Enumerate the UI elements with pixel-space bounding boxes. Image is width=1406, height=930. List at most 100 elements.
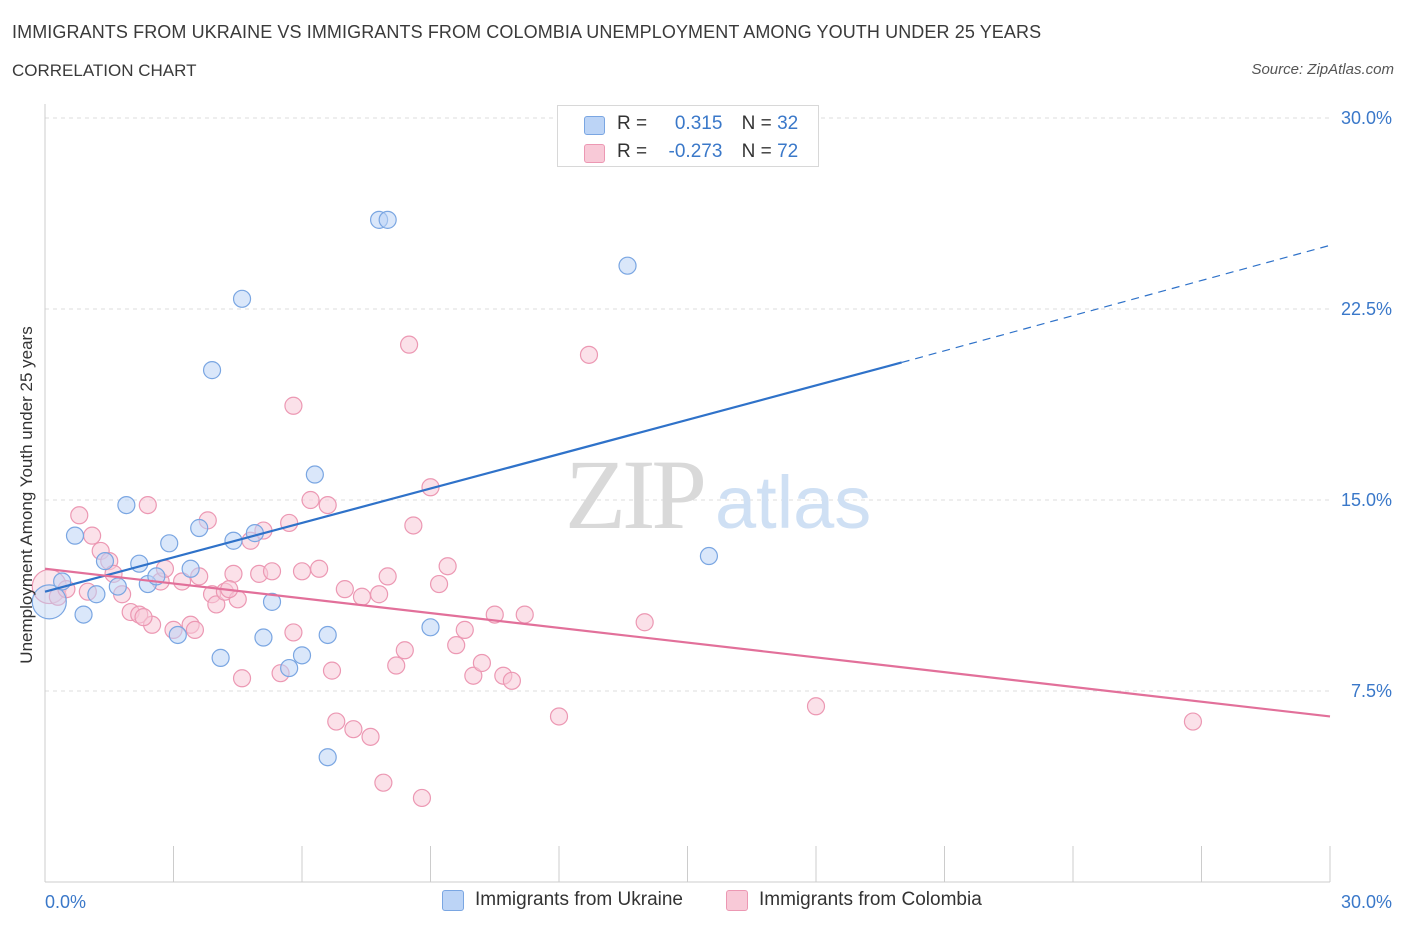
ukraine-point-25 [318,625,337,645]
ukraine-trend-extension [901,244,1331,364]
colombia-point-34 [292,562,312,581]
colombia-point-4 [83,526,102,545]
colombia-point-71 [284,623,303,642]
colombia-point-43 [361,727,380,746]
series-swatch-colombia [726,890,748,911]
trend-lines [44,244,1331,718]
colombia-point-3 [70,506,89,525]
colombia-point-47 [387,656,406,675]
colombia-point-42 [352,587,372,606]
ukraine-point-28 [378,210,397,229]
colombia-point-57 [464,666,483,685]
x-tick-label-1: 30.0% [1341,892,1392,912]
stats-legend: R = 0.315 N = 32 R = -0.273 N = 72 [557,105,819,167]
chart-subtitle: CORRELATION CHART [12,61,197,80]
ukraine-point-8 [130,554,149,573]
ukraine-point-2 [65,526,85,545]
legend-n-label: N = [741,113,772,134]
ukraine-point-7 [117,495,136,515]
colombia-point-24 [224,564,243,583]
colombia-point-54 [438,557,457,576]
ukraine-trend-line [44,361,902,593]
ukraine-point-26 [318,748,337,767]
colombia-point-61 [502,671,521,690]
source-label: Source: ZipAtlas.com [1251,61,1394,78]
ukraine-point-11 [160,534,179,553]
y-tick-label-3: 30.0% [1341,108,1392,128]
colombia-point-49 [399,335,419,354]
ukraine-point-16 [211,648,230,667]
colombia-point-38 [322,661,342,680]
colombia-point-46 [378,567,397,586]
ukraine-point-0 [31,584,67,620]
colombia-point-11 [138,495,157,515]
ukraine-point-12 [168,625,187,645]
ukraine-point-14 [190,518,209,538]
x-tick-label-0: 0.0% [45,892,86,912]
colombia-point-18 [185,620,205,639]
colombia-point-35 [301,490,320,510]
ukraine-points [31,210,719,767]
legend-swatch-ukraine [584,116,605,135]
colombia-points [31,335,1203,808]
ukraine-point-24 [305,465,324,484]
ukraine-point-13 [181,559,200,578]
colombia-point-53 [429,574,449,594]
colombia-point-44 [370,585,389,604]
legend-r-label: R = [617,113,648,134]
ukraine-point-30 [618,256,637,275]
ukraine-point-29 [421,618,440,637]
colombia-point-33 [284,396,303,415]
colombia-point-37 [318,495,337,515]
colombia-trend-line [44,567,1331,718]
colombia-point-55 [447,636,466,655]
colombia-point-30 [262,562,282,581]
y-tick-label-1: 15.0% [1341,490,1392,510]
ukraine-point-22 [280,658,299,678]
y-tick-label-0: 7.5% [1351,681,1392,701]
series-swatch-ukraine [442,890,464,911]
colombia-point-65 [635,613,654,632]
colombia-point-56 [455,620,474,639]
colombia-point-67 [1183,712,1203,731]
ukraine-point-3 [74,605,93,624]
colombia-point-40 [335,580,354,599]
watermark-atlas: atlas [715,461,871,544]
colombia-point-51 [412,788,432,808]
colombia-point-50 [404,516,423,535]
legend-n-label: N = [741,141,772,162]
colombia-point-58 [472,653,491,673]
colombia-point-41 [344,720,363,739]
colombia-point-68 [134,608,153,627]
watermark-zip: ZIP [565,439,703,550]
ukraine-point-23 [292,646,312,665]
colombia-point-36 [310,559,329,578]
ukraine-point-4 [87,585,106,604]
colombia-point-62 [515,605,534,624]
series-label-colombia: Immigrants from Colombia [759,889,982,910]
series-label-ukraine: Immigrants from Ukraine [475,889,683,910]
ukraine-point-21 [262,592,282,611]
y-tick-label-2: 22.5% [1341,299,1392,319]
legend-n-value-ukraine: 32 [777,113,799,134]
ukraine-point-5 [95,552,115,571]
ukraine-point-6 [108,577,127,596]
legend-swatch-colombia [584,144,605,163]
colombia-point-48 [395,641,414,660]
legend-n-value-colombia: 72 [777,141,799,162]
legend-r-value-colombia: -0.273 [668,141,723,162]
y-axis-label: Unemployment Among Youth under 25 years [17,326,36,664]
colombia-point-59 [485,605,504,624]
colombia-point-45 [374,773,393,792]
axes [44,104,1331,883]
legend-r-label: R = [617,141,648,162]
legend-r-value-ukraine: 0.315 [674,113,723,134]
colombia-point-63 [549,707,569,726]
ukraine-point-18 [232,289,252,308]
chart-title: IMMIGRANTS FROM UKRAINE VS IMMIGRANTS FR… [12,22,1042,42]
tick-labels: 7.5% 15.0% 22.5% 30.0% 0.0% 30.0% [45,108,1392,912]
ukraine-point-20 [254,628,273,647]
watermark: ZIP atlas [565,439,871,550]
colombia-point-64 [579,345,599,364]
